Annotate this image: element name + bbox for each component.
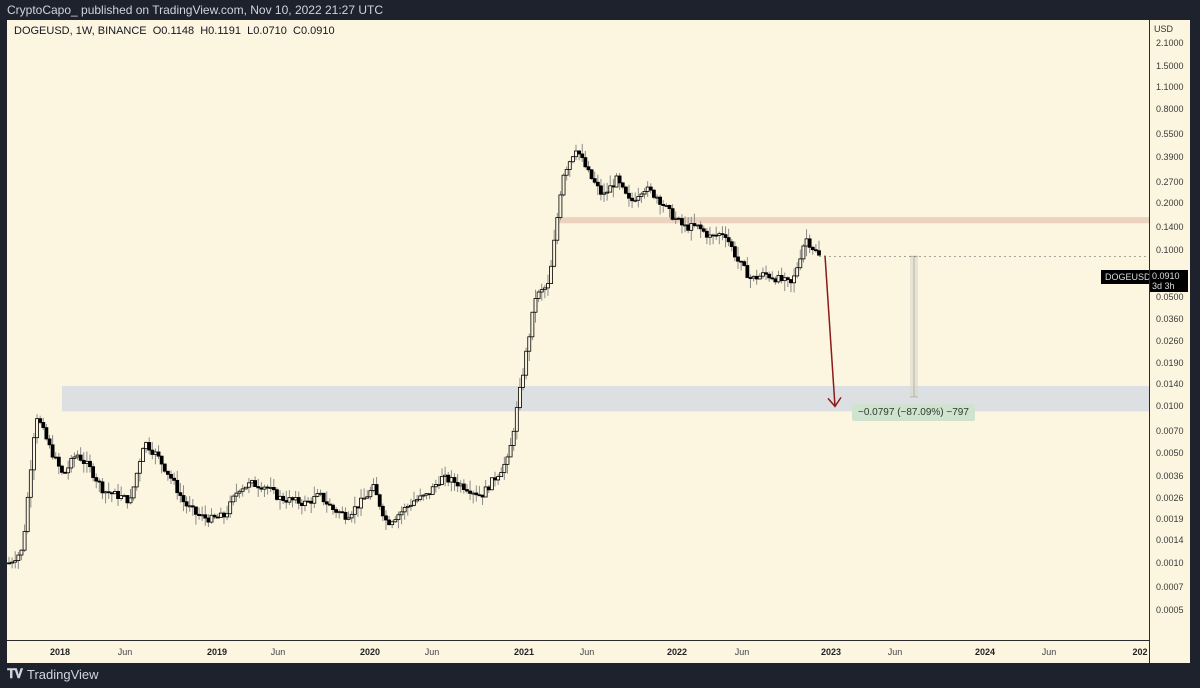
price-tick: 0.0036 [1156, 470, 1184, 481]
symbol-price-tag: DOGEUSD [1101, 270, 1155, 284]
price-tick: 0.0070 [1156, 425, 1184, 436]
footer: 𝐓𝐕 TradingView [7, 666, 99, 682]
price-tick: 0.0007 [1156, 582, 1184, 593]
time-tick: 2022 [666, 647, 688, 657]
price-tick: 0.0014 [1156, 535, 1184, 545]
measure-label: −0.0797 (−87.09%) −797 [852, 404, 975, 421]
price-tick: 0.0140 [1156, 378, 1184, 389]
price-tick: 0.5500 [1156, 129, 1184, 140]
price-tick: 1.1000 [1156, 81, 1184, 92]
time-tick: Jun [887, 647, 903, 657]
price-tick: 0.0190 [1156, 357, 1184, 368]
tradingview-logo-icon: 𝐓𝐕 [7, 666, 23, 681]
price-tick: 0.1400 [1156, 222, 1184, 233]
symbol-legend: DOGEUSD, 1W, BINANCE O0.1148 H0.1191 L0.… [14, 25, 335, 37]
time-tick: 2021 [513, 647, 535, 657]
current-price-label: 0.0910 3d 3h [1150, 270, 1188, 292]
chart-frame: DOGEUSD, 1W, BINANCE O0.1148 H0.1191 L0.… [7, 20, 1190, 663]
time-tick: 2023 [820, 647, 842, 657]
time-tick: 2018 [49, 647, 71, 657]
price-tick: 0.8000 [1156, 103, 1184, 114]
price-tick: 0.0026 [1156, 492, 1184, 503]
time-tick: Jun [1041, 647, 1057, 657]
price-tick: 0.2000 [1156, 197, 1184, 208]
time-tick: 2020 [359, 647, 381, 657]
down-arrow [824, 255, 836, 407]
publish-line: CryptoCapo_ published on TradingView.com… [7, 3, 384, 17]
price-tick: 0.0360 [1156, 314, 1184, 325]
time-tick: 2019 [206, 647, 228, 657]
support-zone [62, 385, 1149, 412]
price-tick: 0.3900 [1156, 152, 1184, 163]
time-tick: Jun [734, 647, 750, 657]
time-tick: 2024 [974, 647, 996, 657]
footer-brand: TradingView [27, 666, 99, 682]
price-tick: 0.0050 [1156, 448, 1184, 459]
resistance-zone [559, 217, 1149, 224]
price-tick: 0.0500 [1156, 292, 1184, 302]
time-tick: Jun [579, 647, 595, 657]
price-tick: 0.0100 [1156, 401, 1184, 412]
chart-pane[interactable]: DOGEUSD, 1W, BINANCE O0.1148 H0.1191 L0.… [7, 20, 1149, 640]
price-tick: 2.1000 [1156, 38, 1184, 48]
price-tick: 1.5000 [1156, 60, 1184, 71]
publish-header: CryptoCapo_ published on TradingView.com… [0, 0, 1200, 20]
bar-countdown: 3d 3h [1152, 281, 1175, 291]
price-tick: 0.0260 [1156, 336, 1184, 347]
price-tick: 0.1000 [1156, 244, 1184, 255]
time-tick: Jun [270, 647, 286, 657]
price-tick: 0.2700 [1156, 177, 1184, 188]
currency-label: USD [1154, 24, 1174, 34]
time-axis[interactable]: 2018 Jun 2019 Jun 2020 Jun 2021 Jun 2022 Jun 2023 J… [7, 640, 1149, 664]
time-tick: Jun [117, 647, 133, 657]
candlestick-chart [7, 143, 1149, 569]
price-axis[interactable]: USD 2.1000 1.5000 1.1000 0.8000 0.5500 0.3900… [1149, 20, 1191, 663]
price-tick: 0.0019 [1156, 514, 1184, 525]
price-tick: 0.0010 [1156, 557, 1184, 568]
time-tick: Jun [424, 647, 440, 657]
time-tick: 202 [1132, 647, 1148, 657]
current-price-value: 0.0910 [1152, 271, 1180, 281]
price-tick: 0.0005 [1156, 604, 1184, 615]
